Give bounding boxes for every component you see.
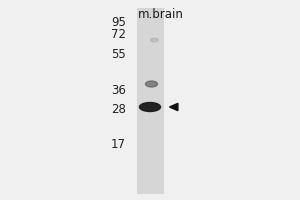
- Text: 72: 72: [111, 28, 126, 42]
- Ellipse shape: [151, 38, 158, 42]
- Text: 95: 95: [111, 17, 126, 29]
- Text: 28: 28: [111, 103, 126, 116]
- Text: 17: 17: [111, 138, 126, 150]
- Polygon shape: [169, 103, 178, 111]
- Text: 36: 36: [111, 84, 126, 98]
- Text: 55: 55: [111, 48, 126, 62]
- Bar: [136, 8, 164, 194]
- Ellipse shape: [146, 81, 158, 87]
- Text: m.brain: m.brain: [138, 8, 183, 21]
- Ellipse shape: [140, 102, 160, 112]
